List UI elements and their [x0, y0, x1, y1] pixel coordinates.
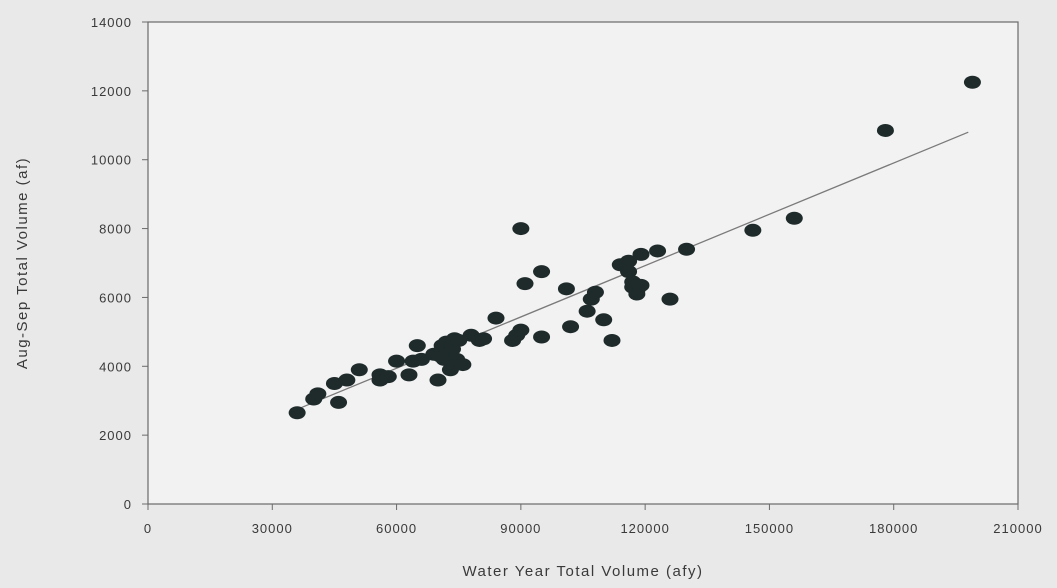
x-axis-title: Water Year Total Volume (afy) — [462, 563, 703, 580]
data-point — [408, 339, 426, 353]
data-point — [876, 123, 894, 137]
x-tick-label: 30000 — [252, 521, 293, 536]
data-point — [288, 406, 306, 420]
data-point — [562, 320, 580, 334]
x-tick-label: 150000 — [745, 521, 794, 536]
y-axis-title: Aug-Sep Total Volume (af) — [14, 157, 31, 369]
x-tick-label: 0 — [144, 521, 152, 536]
data-point — [603, 333, 621, 347]
data-point — [586, 285, 604, 299]
data-point — [678, 242, 696, 256]
data-point — [557, 282, 575, 296]
y-tick-label: 14000 — [91, 15, 132, 30]
data-point — [388, 354, 406, 368]
x-tick-label: 90000 — [500, 521, 541, 536]
data-point — [744, 223, 762, 237]
data-point — [533, 330, 551, 344]
data-point — [435, 352, 453, 366]
data-point — [487, 311, 505, 325]
y-tick-label: 2000 — [99, 428, 132, 443]
data-point — [400, 368, 418, 382]
y-tick-label: 12000 — [91, 84, 132, 99]
data-point — [330, 395, 348, 409]
data-point — [516, 277, 534, 291]
data-point — [632, 247, 650, 261]
data-point — [649, 244, 667, 258]
data-point — [512, 323, 530, 337]
data-point — [620, 254, 638, 268]
x-tick-label: 120000 — [620, 521, 669, 536]
x-tick-label: 60000 — [376, 521, 417, 536]
data-points — [288, 75, 981, 420]
data-point — [454, 358, 472, 372]
y-tick-label: 8000 — [99, 222, 132, 237]
data-point — [379, 370, 397, 384]
data-point — [309, 387, 327, 401]
data-point — [475, 332, 493, 346]
x-tick-label: 210000 — [993, 521, 1042, 536]
x-axis: 0 30000 60000 90000 120000 150000 180000 210000 — [144, 504, 1042, 536]
data-point — [450, 333, 468, 347]
y-tick-label: 0 — [124, 497, 132, 512]
x-tick-label: 180000 — [869, 521, 918, 536]
y-tick-label: 6000 — [99, 290, 132, 305]
y-axis: 0 2000 4000 6000 8000 10000 12000 14000 — [91, 15, 148, 512]
plot-area — [147, 21, 1019, 505]
data-point — [512, 222, 530, 236]
data-point — [350, 363, 368, 377]
data-point — [595, 313, 613, 327]
data-point — [441, 363, 459, 377]
y-tick-label: 4000 — [99, 359, 132, 374]
data-point — [785, 211, 803, 225]
data-point — [661, 292, 679, 306]
data-point — [632, 278, 650, 292]
y-tick-label: 10000 — [91, 153, 132, 168]
data-point — [620, 265, 638, 279]
data-point — [412, 352, 430, 366]
data-point — [963, 75, 981, 89]
data-point — [533, 265, 551, 279]
data-point — [429, 373, 447, 387]
data-point — [338, 373, 356, 387]
data-point — [578, 304, 596, 318]
